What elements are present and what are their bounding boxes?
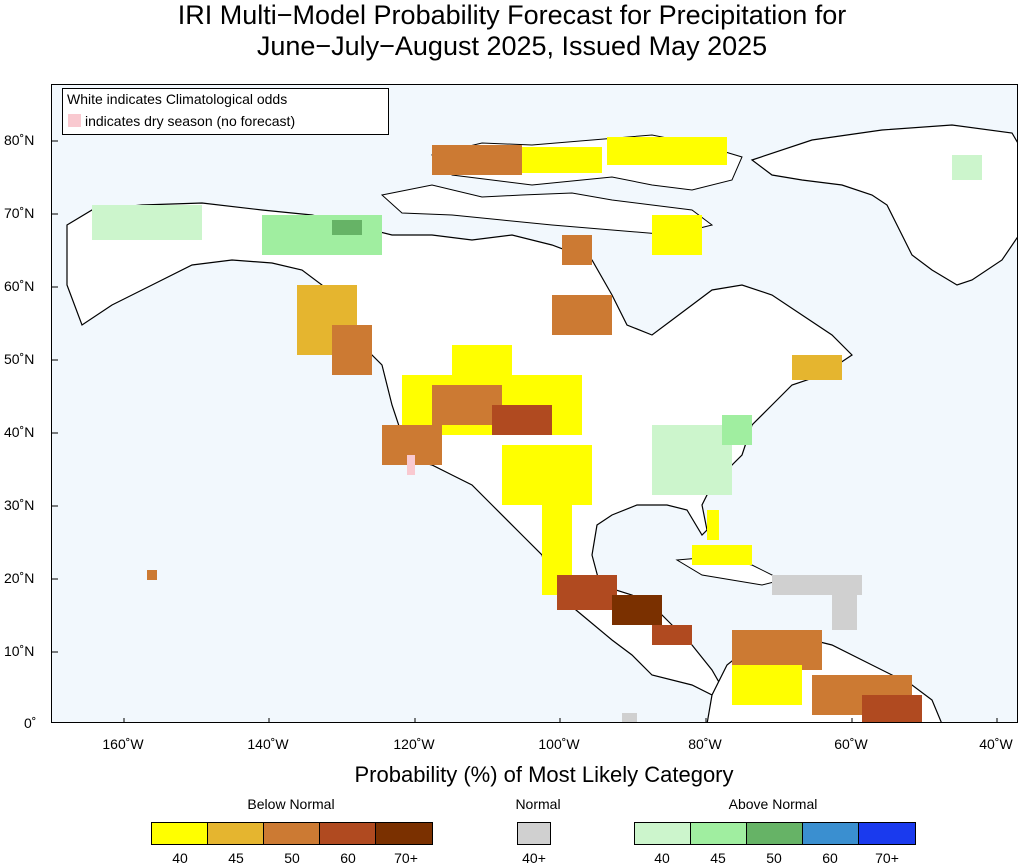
below-normal-label: Below Normal bbox=[247, 796, 335, 812]
below-normal-regions bbox=[297, 137, 922, 722]
normal-swatch-40 bbox=[517, 822, 551, 845]
lon-label-60w: 60˚W bbox=[834, 736, 868, 752]
map-legend-box: White indicates Climatological odds indi… bbox=[62, 88, 389, 135]
map-ticks bbox=[52, 140, 998, 722]
below-tick-50: 50 bbox=[284, 850, 300, 866]
normal-regions bbox=[622, 575, 862, 722]
above-normal-regions bbox=[92, 155, 982, 495]
lat-label-0: 0˚ bbox=[24, 715, 37, 731]
below-swatch-70 bbox=[375, 822, 433, 845]
lat-label-10: 10˚N bbox=[4, 643, 35, 659]
lon-label-100w: 100˚W bbox=[538, 736, 580, 752]
lat-label-70: 70˚N bbox=[4, 205, 35, 221]
lon-label-140w: 140˚W bbox=[247, 736, 289, 752]
lat-label-30: 30˚N bbox=[4, 497, 35, 513]
normal-tick-40: 40+ bbox=[522, 850, 546, 866]
above-swatch-70 bbox=[858, 822, 916, 845]
below-tick-60: 60 bbox=[340, 850, 356, 866]
dry-season-patch bbox=[407, 455, 415, 475]
above-tick-45: 45 bbox=[710, 850, 726, 866]
above-tick-60: 60 bbox=[822, 850, 838, 866]
below-swatch-60 bbox=[319, 822, 376, 845]
map-title-line2: June−July−August 2025, Issued May 2025 bbox=[256, 31, 768, 61]
lat-label-20: 20˚N bbox=[4, 570, 35, 586]
colorbar-title: Probability (%) of Most Likely Category bbox=[354, 762, 734, 787]
climatological-odds-note: White indicates Climatological odds bbox=[67, 91, 288, 107]
lon-label-160w: 160˚W bbox=[102, 736, 144, 752]
above-swatch-50 bbox=[746, 822, 803, 845]
dry-season-swatch bbox=[68, 114, 81, 127]
lat-label-80: 80˚N bbox=[4, 132, 35, 148]
hawaii-islands bbox=[147, 570, 157, 580]
lon-label-40w: 40˚W bbox=[979, 736, 1013, 752]
greenland-landmass bbox=[750, 124, 1017, 286]
below-tick-70: 70+ bbox=[394, 850, 418, 866]
lon-label-80w: 80˚W bbox=[688, 736, 722, 752]
below-swatch-40 bbox=[151, 822, 208, 845]
below-swatch-50 bbox=[263, 822, 320, 845]
map-title-line1: IRI Multi−Model Probability Forecast for… bbox=[177, 0, 847, 30]
above-swatch-45 bbox=[690, 822, 747, 845]
below-tick-40: 40 bbox=[172, 850, 188, 866]
above-swatch-60 bbox=[802, 822, 859, 845]
below-tick-45: 45 bbox=[228, 850, 244, 866]
lon-label-120w: 120˚W bbox=[393, 736, 435, 752]
above-swatch-40 bbox=[634, 822, 691, 845]
forecast-map bbox=[51, 84, 1018, 723]
normal-label: Normal bbox=[515, 796, 561, 812]
above-tick-50: 50 bbox=[766, 850, 782, 866]
below-swatch-45 bbox=[207, 822, 264, 845]
north-america-landmass bbox=[66, 202, 853, 707]
dry-season-note: indicates dry season (no forecast) bbox=[85, 113, 296, 129]
lat-label-60: 60˚N bbox=[4, 278, 35, 294]
lat-label-50: 50˚N bbox=[4, 351, 35, 367]
lat-label-40: 40˚N bbox=[4, 424, 35, 440]
above-tick-40: 40 bbox=[654, 850, 670, 866]
above-tick-70: 70+ bbox=[875, 850, 899, 866]
above-normal-label: Above Normal bbox=[728, 796, 818, 812]
